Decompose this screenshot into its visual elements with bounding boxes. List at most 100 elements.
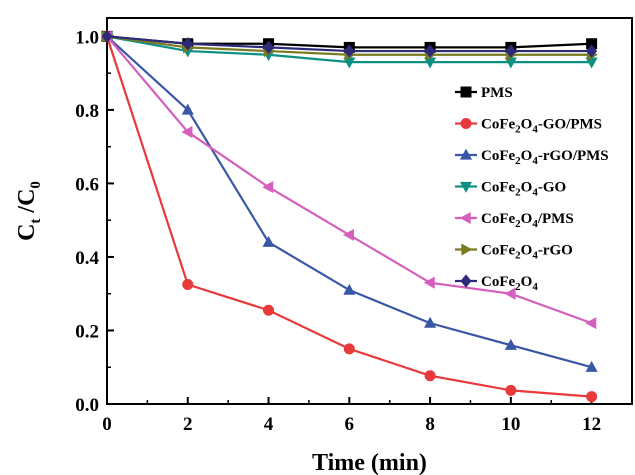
y-tick-label: 0.0 [75,395,99,416]
legend-marker [459,211,471,225]
y-tick-label: 0.2 [75,321,99,342]
x-tick-label: 2 [183,414,193,435]
y-axis-title-main: C [14,224,40,241]
data-point [262,235,275,247]
data-point [182,37,194,51]
legend-label-part: O [521,243,533,259]
legend-label-part: 4 [532,155,538,167]
data-point [424,57,437,69]
x-tick-label: 0 [102,414,112,435]
data-point [342,228,354,241]
legend-marker [460,86,472,98]
legend: PMSCoFe2O4-GO/PMSCoFe2O4-rGO/PMSCoFe2O4-… [455,85,609,293]
legend-label-part: CoFe [481,274,515,290]
legend-label: CoFe2O4 [481,274,538,293]
x-axis: 0 2 4 6 8 10 12 [102,397,601,435]
legend-label-part: /PMS [537,211,574,227]
legend-label-part: CoFe [481,148,515,164]
series-2 [100,30,598,372]
x-tick-label: 4 [264,414,274,435]
data-point [424,316,437,328]
data-point [343,283,356,295]
legend-item: CoFe2O4 [455,274,538,293]
legend-label-part: CoFe [481,180,515,196]
x-tick-label: 6 [345,414,355,435]
y-tick-label: 0.4 [75,248,99,269]
series-layer [100,29,598,403]
data-point [505,44,517,58]
legend-label-part: 2 [515,281,521,293]
data-point [181,125,193,139]
y-axis-title: Ct /C0 [14,181,44,241]
legend-item: CoFe2O4-GO/PMS [455,117,602,136]
data-point [343,343,355,355]
y-axis: 0.0 0.2 0.4 0.6 0.8 1.0 [75,27,114,416]
data-point [586,44,598,58]
legend-marker [459,148,473,160]
legend-label-part: -GO [538,180,566,196]
series-4 [100,30,597,330]
legend-label: CoFe2O4-rGO [481,243,573,262]
data-point [423,276,435,289]
legend-item: PMS [455,85,513,101]
legend-label-part: O [521,274,533,290]
series-line [106,35,592,369]
series-6 [101,29,598,58]
legend-label-part: -rGO [538,243,573,259]
legend-label-part: O [521,180,533,196]
legend-label-part: 2 [515,155,521,167]
data-point [585,360,598,372]
x-axis-title: Time (min) [312,450,427,475]
data-point [343,44,355,58]
legend-label-part: O [521,148,533,164]
data-point [343,57,356,69]
data-point [504,57,517,69]
legend-label: CoFe2O4-GO/PMS [481,117,602,136]
data-point [585,317,597,330]
y-tick-label: 1.0 [75,27,99,48]
y-tick-label: 0.6 [75,174,99,195]
data-point [586,38,598,50]
plot-border [106,17,633,405]
legend-marker [461,243,473,256]
data-point [182,279,194,291]
legend-label-part: CoFe [481,211,515,227]
legend-marker [459,181,473,193]
data-point [424,370,436,382]
legend-label-part: PMS [481,85,513,101]
legend-label-part: 4 [532,250,538,262]
x-tick-label: 12 [582,414,601,435]
legend-label-part: 4 [532,281,538,293]
legend-label-part: 4 [532,187,538,199]
data-point [101,29,113,43]
plot-frame [106,17,633,405]
legend-label-part: 4 [532,124,538,136]
y-axis-title-sub2: 0 [28,181,44,189]
y-axis-title-sep: /C [14,189,40,219]
data-point [505,384,517,396]
legend-label-part: CoFe [481,117,515,133]
legend-label: CoFe2O4/PMS [481,211,574,230]
legend-label-part: -rGO/PMS [538,148,609,164]
data-point [263,304,275,316]
legend-label-part: -GO/PMS [538,117,602,133]
y-tick-label: 0.8 [75,101,99,122]
legend-label-part: 4 [532,218,538,230]
legend-label-part: 2 [515,250,521,262]
data-point [424,44,436,58]
legend-label: CoFe2O4-GO [481,180,566,199]
series-line [105,36,592,398]
legend-label-part: 2 [515,218,521,230]
legend-label-part: O [521,211,533,227]
legend-label-part: 2 [515,187,521,199]
data-point [504,338,517,350]
data-point [181,103,194,115]
legend-label-part: CoFe [481,243,515,259]
x-tick-label: 10 [501,414,520,435]
legend-label-part: 2 [515,124,521,136]
y-axis-title-sub1: t [28,219,44,224]
legend-item: CoFe2O4-GO [455,180,566,199]
legend-label: CoFe2O4-rGO/PMS [481,148,609,167]
data-point [263,40,275,55]
